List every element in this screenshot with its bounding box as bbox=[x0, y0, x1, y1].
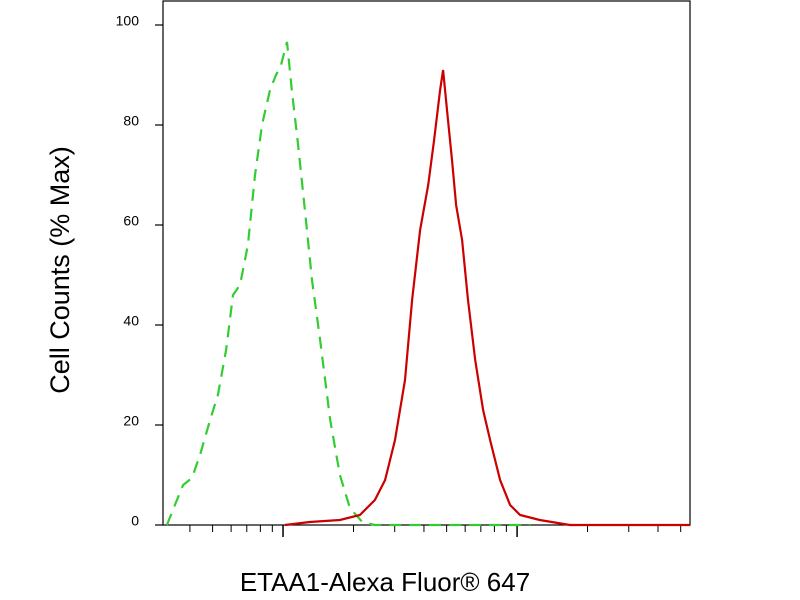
plot-frame bbox=[162, 0, 691, 526]
histogram-line bbox=[165, 41, 531, 527]
y-tick-label: 20 bbox=[123, 413, 139, 429]
y-axis-label: Cell Counts (% Max) bbox=[45, 146, 75, 394]
y-tick-label: 40 bbox=[123, 313, 139, 329]
x-axis-label: ETAA1-Alexa Fluor® 647 bbox=[240, 567, 530, 597]
y-tick-label: 0 bbox=[131, 513, 139, 529]
histogram-line bbox=[284, 69, 690, 527]
y-tick-label: 100 bbox=[116, 13, 140, 29]
y-tick-label: 80 bbox=[123, 113, 139, 129]
y-tick-label: 60 bbox=[123, 213, 139, 229]
